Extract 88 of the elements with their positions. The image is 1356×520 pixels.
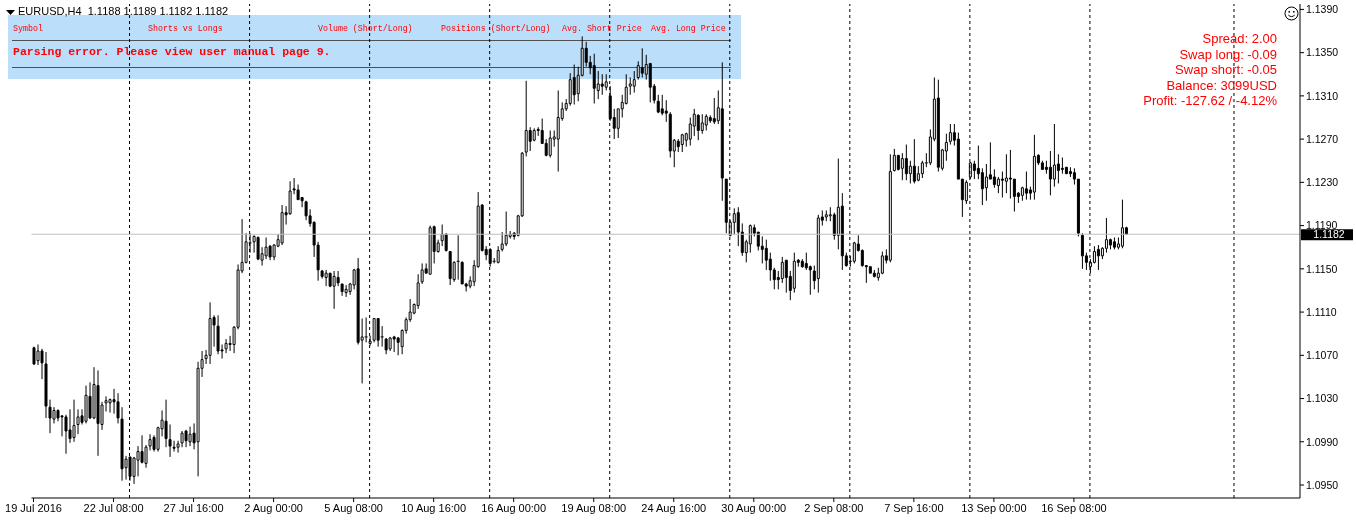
x-tick-label: 2 Sep 08:00 [804, 501, 864, 514]
x-tick-label: 27 Jul 16:00 [163, 501, 224, 514]
candlestick [456, 234, 461, 281]
x-tick-label: 13 Sep 00:00 [961, 501, 1027, 514]
candlestick [680, 133, 684, 153]
candlestick [640, 47, 644, 79]
annotation: Positions (Short/Long) [441, 24, 551, 34]
candlestick [428, 225, 432, 275]
annotation: Swap short: -0.05 [1175, 62, 1277, 77]
candlestick [912, 138, 916, 184]
candlestick [84, 385, 88, 424]
x-tick-label: 10 Aug 16:00 [401, 501, 467, 514]
candlestick [1024, 171, 1028, 201]
candlestick [324, 269, 328, 287]
y-tick-label: 1.1070 [1306, 349, 1339, 362]
annotation: Spread: 2.00 [1202, 31, 1277, 46]
candlestick [904, 144, 908, 181]
y-tick-label: 1.1390 [1306, 3, 1339, 16]
candlestick [664, 99, 668, 123]
candlestick [376, 318, 380, 348]
y-tick-label: 1.1270 [1306, 132, 1339, 145]
x-tick-label: 19 Jul 2016 [5, 501, 62, 514]
x-tick-label: 24 Aug 16:00 [641, 501, 707, 514]
candlestick [188, 426, 192, 447]
candlestick [332, 270, 336, 310]
candlestick [556, 89, 560, 173]
candlestick [888, 153, 892, 263]
candlestick [344, 284, 348, 298]
candlestick [872, 269, 876, 278]
candlestick [892, 148, 896, 173]
candlestick [32, 346, 36, 366]
candlestick [816, 214, 820, 294]
candlestick [696, 113, 700, 141]
y-tick-label: 1.1230 [1306, 176, 1339, 189]
annotation: Avg. Long Price [651, 24, 726, 34]
candlestick [96, 369, 100, 457]
y-tick-label: 1.1350 [1306, 46, 1339, 59]
x-tick-label: 16 Aug 00:00 [481, 501, 547, 514]
candlestick [592, 53, 596, 104]
candlestick [496, 245, 500, 264]
x-tick-label: 22 Jul 08:00 [83, 501, 144, 514]
candlestick [420, 262, 424, 285]
x-tick-label: 7 Sep 16:00 [884, 501, 944, 514]
annotation: Parsing error. Please view user manual page 9. [13, 45, 331, 59]
candlestick [1080, 232, 1084, 270]
y-tick-label: 1.1030 [1306, 392, 1339, 405]
candlestick [448, 251, 452, 286]
candlestick [184, 429, 188, 448]
candlestick [572, 64, 576, 106]
candlestick [1032, 134, 1036, 201]
candlestick [656, 94, 660, 114]
y-tick-label: 1.1310 [1306, 89, 1339, 102]
candlestick [548, 129, 552, 158]
candlestick [824, 209, 828, 222]
x-tick-label: 30 Aug 00:00 [721, 501, 787, 514]
candlestick [392, 335, 396, 353]
candlestick [416, 273, 420, 310]
candlestick [1120, 199, 1124, 249]
candlestick [948, 123, 952, 146]
x-tick-label: 19 Aug 08:00 [561, 501, 627, 514]
annotation: Swap long: -0.09 [1179, 46, 1277, 62]
candlestick [1096, 244, 1100, 271]
candlestick [372, 318, 376, 343]
candlestick [704, 113, 708, 131]
annotation: Balance: 3099USD [1166, 77, 1277, 93]
candlestick [280, 204, 284, 246]
annotation: Profit: -127.62 / -4.12% [1143, 93, 1277, 108]
annotation: Shorts vs Longs [148, 24, 223, 34]
candlestick [600, 73, 604, 96]
annotation: Avg. Short Price [562, 24, 642, 34]
candlestick [208, 301, 212, 365]
candlestick [1112, 236, 1116, 250]
x-tick-label: 16 Sep 08:00 [1041, 501, 1107, 514]
candlestick [216, 314, 220, 355]
chart-title: EURUSD,H4 1.1188 1.1189 1.1182 1.1182 [18, 5, 229, 18]
candlestick [936, 79, 940, 173]
y-tick-label: 1.1150 [1306, 262, 1338, 275]
y-tick-label: 1.1110 [1306, 305, 1337, 318]
y-tick-label: 1.0990 [1306, 435, 1339, 448]
candlestick [632, 70, 636, 94]
candlestick [388, 336, 392, 352]
candlestick [72, 399, 76, 443]
y-tick-label: 1.0950 [1306, 478, 1339, 491]
annotation: Volume (Short/Long) [318, 24, 413, 34]
x-tick-label: 2 Aug 00:00 [244, 501, 303, 514]
annotation: Symbol [13, 24, 43, 34]
x-tick-label: 5 Aug 08:00 [324, 501, 383, 514]
candlestick [524, 80, 528, 157]
